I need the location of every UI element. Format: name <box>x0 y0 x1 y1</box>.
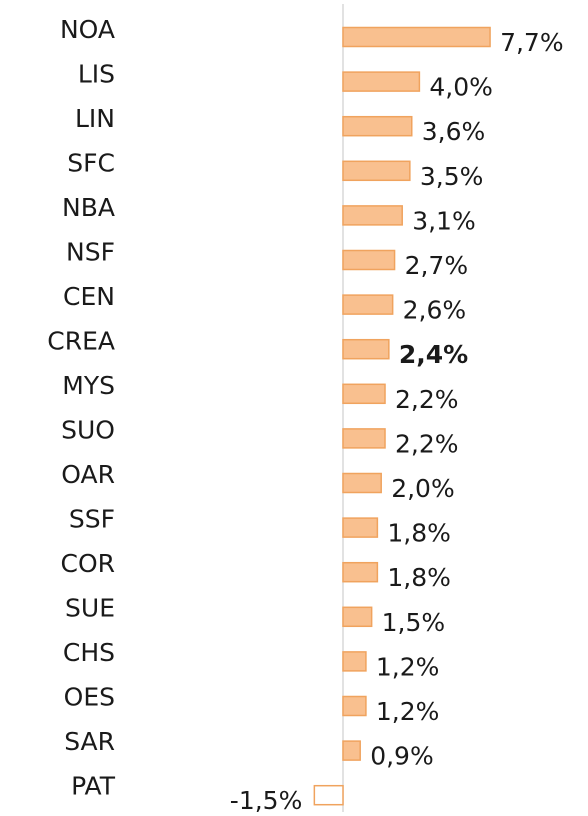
bar <box>342 383 386 405</box>
category-label: PAT <box>71 772 116 801</box>
value-label: 2,0% <box>391 474 455 503</box>
value-label: 2,2% <box>395 429 459 458</box>
bar <box>342 740 361 761</box>
bar <box>342 249 396 271</box>
bar <box>342 71 421 92</box>
bar <box>313 784 344 806</box>
value-label: 3,6% <box>422 117 486 146</box>
bar <box>342 517 379 538</box>
bar <box>342 606 373 628</box>
category-label: SSF <box>69 505 115 534</box>
bar <box>342 205 403 226</box>
category-label: OAR <box>61 460 115 489</box>
bar <box>342 695 367 717</box>
value-label: 1,8% <box>387 519 451 548</box>
category-label: SFC <box>67 149 115 178</box>
value-label: 0,9% <box>370 742 434 771</box>
category-label: SAR <box>64 727 115 756</box>
category-label: SUO <box>61 416 115 445</box>
bar <box>342 115 413 137</box>
category-label: CEN <box>63 282 115 311</box>
bar <box>342 472 382 494</box>
category-label: CHS <box>63 638 115 667</box>
category-label: SUE <box>65 594 115 623</box>
value-label: 4,0% <box>429 73 493 102</box>
value-label: 7,7% <box>500 28 564 57</box>
bar <box>342 26 491 48</box>
category-label: LIN <box>75 104 115 133</box>
bar <box>342 294 394 315</box>
bar <box>342 338 390 360</box>
bar <box>342 651 367 672</box>
category-label: NOA <box>60 15 115 44</box>
value-label: 1,2% <box>376 652 440 681</box>
value-label: 1,8% <box>387 563 451 592</box>
value-label: 2,6% <box>403 296 467 325</box>
category-label: CREA <box>47 327 115 356</box>
value-label: 3,5% <box>420 162 484 191</box>
category-label: NSF <box>66 238 115 267</box>
bar <box>342 428 386 449</box>
value-label: 2,4% <box>399 340 468 369</box>
category-label: COR <box>60 549 115 578</box>
value-label: 1,5% <box>382 608 446 637</box>
bar <box>342 160 411 182</box>
category-label: LIS <box>78 60 115 89</box>
category-label: OES <box>64 683 115 712</box>
value-label: 2,7% <box>405 251 469 280</box>
category-label: MYS <box>62 371 115 400</box>
value-label: 1,2% <box>376 697 440 726</box>
value-label: 3,1% <box>412 206 476 235</box>
value-label: -1,5% <box>230 786 303 815</box>
value-label: 2,2% <box>395 385 459 414</box>
category-label: NBA <box>62 193 115 222</box>
bar <box>342 561 379 583</box>
